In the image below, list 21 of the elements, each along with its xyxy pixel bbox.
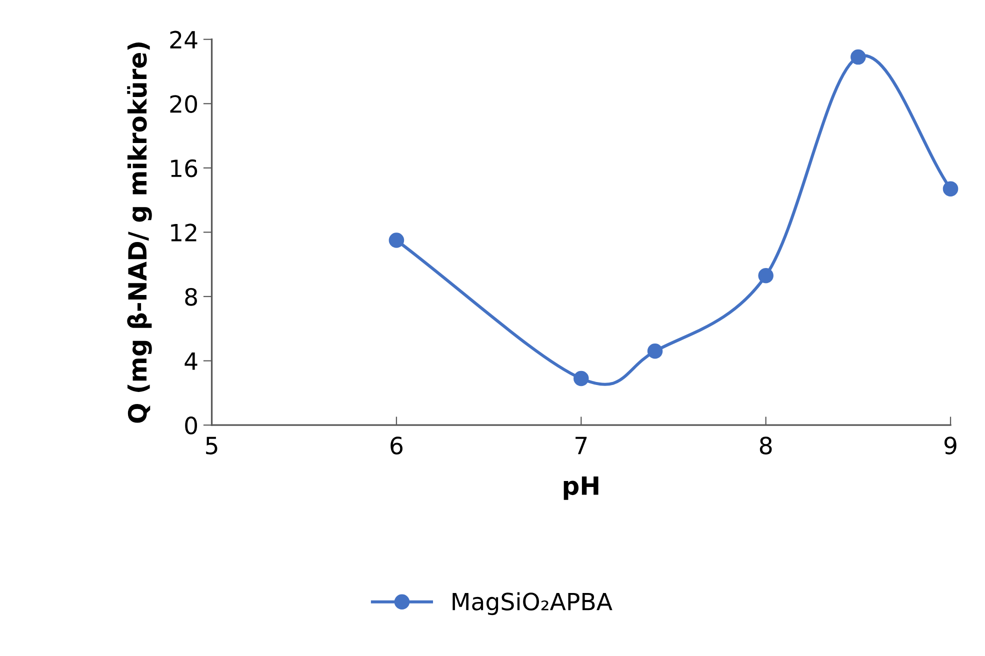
y-tick-label: 20 [170,95,198,113]
legend-label: MagSiO₂APBA [452,592,612,616]
y-tick-label: 4 [184,352,198,370]
x-tick-label: 8 [760,436,772,454]
y-tick-label: 12 [171,224,196,242]
y-tick-label: 16 [171,159,198,178]
x-tick-label: 7 [576,436,587,454]
y-tick-label: 24 [170,30,198,48]
point [574,370,589,386]
point [388,232,404,248]
y-axis-title: Q (mg β-NAD/ g mikroküre) [127,42,152,423]
x-tick-label: 5 [206,436,218,454]
y-tick-label: 0 [185,416,198,434]
x-tick-label: 6 [390,436,402,454]
point [758,268,774,284]
x-axis-title: pH [564,476,598,500]
x-tick-label: 9 [944,436,956,454]
point [647,344,663,359]
point [850,49,866,65]
y-tick-label: 8 [185,288,197,306]
point [942,181,958,196]
